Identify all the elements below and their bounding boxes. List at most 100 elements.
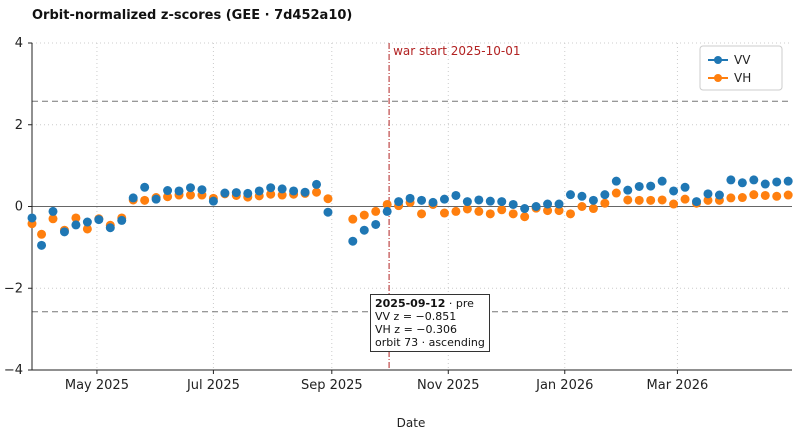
vh-point-46[interactable] [565, 209, 575, 219]
vv-point-45[interactable] [554, 199, 564, 209]
vh-point-54[interactable] [657, 195, 667, 205]
vv-point-27[interactable] [348, 236, 358, 246]
vv-point-1[interactable] [37, 240, 47, 250]
vv-point-8[interactable] [117, 215, 127, 225]
vv-point-48[interactable] [588, 195, 598, 205]
vh-point-4[interactable] [71, 213, 81, 223]
vh-point-58[interactable] [703, 195, 713, 205]
vv-point-14[interactable] [185, 183, 195, 193]
vv-point-9[interactable] [128, 193, 138, 203]
vh-point-36[interactable] [451, 206, 461, 216]
vv-point-3[interactable] [59, 227, 69, 237]
vh-point-41[interactable] [508, 209, 518, 219]
vh-point-37[interactable] [462, 204, 472, 214]
vv-point-2[interactable] [48, 206, 58, 216]
vh-point-44[interactable] [543, 206, 553, 216]
vh-point-49[interactable] [600, 198, 610, 208]
vv-point-17[interactable] [220, 188, 230, 198]
vh-point-65[interactable] [783, 190, 793, 200]
vv-point-46[interactable] [565, 190, 575, 200]
vh-point-2[interactable] [48, 214, 58, 224]
vv-point-7[interactable] [105, 223, 115, 233]
vv-point-22[interactable] [277, 184, 287, 194]
vh-point-5[interactable] [82, 224, 92, 234]
vv-point-60[interactable] [726, 175, 736, 185]
vh-point-26[interactable] [323, 194, 333, 204]
vv-point-61[interactable] [737, 178, 747, 188]
vh-point-35[interactable] [439, 208, 449, 218]
vh-point-45[interactable] [554, 206, 564, 216]
vh-point-60[interactable] [726, 193, 736, 203]
vv-point-58[interactable] [703, 189, 713, 199]
vv-point-33[interactable] [417, 195, 427, 205]
vh-point-51[interactable] [623, 195, 633, 205]
vv-point-40[interactable] [497, 197, 507, 207]
vv-point-24[interactable] [300, 187, 310, 197]
vh-point-47[interactable] [577, 202, 587, 211]
vh-point-28[interactable] [359, 210, 369, 220]
vv-point-34[interactable] [428, 197, 438, 207]
vv-point-12[interactable] [163, 186, 173, 196]
vv-point-28[interactable] [359, 225, 369, 235]
vv-point-53[interactable] [646, 181, 656, 191]
vv-point-51[interactable] [623, 185, 633, 195]
vv-point-30[interactable] [382, 206, 392, 216]
vv-point-25[interactable] [312, 179, 322, 189]
vv-point-16[interactable] [208, 196, 218, 206]
data-points[interactable] [27, 175, 793, 250]
vh-point-56[interactable] [680, 194, 690, 204]
vv-point-5[interactable] [82, 217, 92, 227]
vv-point-47[interactable] [577, 191, 587, 201]
vv-point-29[interactable] [371, 219, 381, 229]
vv-point-32[interactable] [405, 193, 415, 203]
vv-point-19[interactable] [243, 188, 253, 198]
vv-point-4[interactable] [71, 220, 81, 230]
vh-point-33[interactable] [417, 209, 427, 219]
vv-point-6[interactable] [94, 215, 104, 225]
vv-point-56[interactable] [680, 182, 690, 192]
vv-point-49[interactable] [600, 190, 610, 200]
vv-point-55[interactable] [669, 186, 679, 196]
vh-point-53[interactable] [646, 195, 656, 205]
vh-point-27[interactable] [348, 214, 358, 224]
vv-point-64[interactable] [772, 177, 782, 187]
vh-point-10[interactable] [140, 195, 150, 205]
vh-point-48[interactable] [588, 204, 598, 214]
vh-point-38[interactable] [474, 206, 484, 216]
vv-point-21[interactable] [266, 183, 276, 193]
vh-point-61[interactable] [737, 193, 747, 203]
vv-point-41[interactable] [508, 199, 518, 209]
vv-point-57[interactable] [692, 197, 702, 207]
vv-point-36[interactable] [451, 190, 461, 200]
vv-point-52[interactable] [634, 181, 644, 191]
vh-point-21[interactable] [266, 189, 276, 199]
vh-point-40[interactable] [497, 205, 507, 215]
vv-point-62[interactable] [749, 175, 759, 185]
vh-point-50[interactable] [611, 188, 621, 198]
vv-point-54[interactable] [657, 176, 667, 186]
vh-point-29[interactable] [371, 206, 381, 216]
vv-point-35[interactable] [439, 194, 449, 204]
vh-point-30[interactable] [382, 199, 392, 209]
vh-point-64[interactable] [772, 191, 782, 201]
vh-point-52[interactable] [634, 195, 644, 205]
vh-point-42[interactable] [520, 212, 530, 222]
vv-point-38[interactable] [474, 195, 484, 205]
vv-point-13[interactable] [174, 186, 184, 196]
vv-point-23[interactable] [289, 186, 299, 196]
vv-point-59[interactable] [714, 190, 724, 200]
vh-point-14[interactable] [185, 190, 195, 200]
vv-point-65[interactable] [783, 176, 793, 186]
vv-point-39[interactable] [485, 196, 495, 206]
vh-point-55[interactable] [669, 199, 679, 209]
vv-point-10[interactable] [140, 182, 150, 192]
vh-point-1[interactable] [37, 229, 47, 239]
legend[interactable]: VV VH [699, 45, 783, 91]
vv-point-31[interactable] [394, 197, 404, 207]
vv-point-18[interactable] [231, 188, 241, 198]
vh-point-62[interactable] [749, 190, 759, 200]
vv-point-50[interactable] [611, 176, 621, 186]
vv-point-26[interactable] [323, 207, 333, 217]
vv-point-37[interactable] [462, 197, 472, 207]
vv-point-15[interactable] [197, 185, 207, 195]
